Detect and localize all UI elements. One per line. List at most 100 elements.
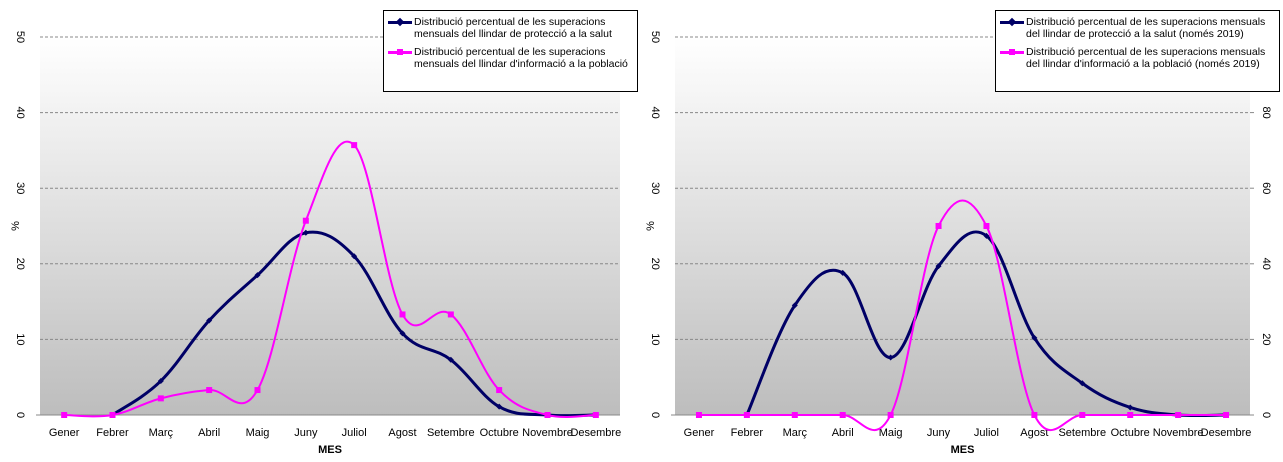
y-tick-label: 0 [649, 412, 661, 418]
marker [61, 412, 68, 418]
marker [983, 232, 990, 239]
marker [1031, 412, 1038, 418]
marker [887, 412, 894, 418]
legend-label: Distribució percentual de les superacion… [1026, 16, 1266, 40]
x-tick-label: Octubre [1111, 427, 1150, 439]
legend-swatch [388, 16, 414, 28]
x-tick-label: Abril [198, 427, 220, 439]
y2-tick-label: 60 [1260, 182, 1272, 194]
x-axis-label: MES [318, 444, 342, 456]
x-tick-label: Març [783, 427, 808, 439]
x-tick-label: Juliol [974, 427, 999, 439]
marker [302, 229, 309, 236]
marker [1127, 412, 1134, 418]
marker [592, 412, 599, 418]
x-tick-label: Novembre [1153, 427, 1204, 439]
marker [447, 311, 454, 318]
marker [157, 395, 164, 402]
marker [695, 412, 702, 418]
legend-item: Distribució percentual de les superacion… [388, 16, 633, 40]
x-tick-label: Juny [927, 427, 951, 439]
marker [935, 223, 942, 229]
y-tick-label: 50 [14, 31, 26, 43]
legend-item: Distribució percentual de les superacion… [1000, 16, 1275, 40]
legend-item: Distribució percentual de les superacion… [388, 46, 633, 70]
x-tick-label: Agost [388, 427, 416, 439]
legend-label: Distribució percentual de les superacion… [414, 16, 612, 40]
x-tick-label: Febrer [731, 427, 764, 439]
y-tick-label: 10 [649, 333, 661, 345]
marker [206, 317, 213, 324]
legend-swatch [388, 46, 414, 58]
x-tick-label: Gener [49, 427, 80, 439]
x-tick-label: Març [149, 427, 174, 439]
y-tick-label: 10 [14, 333, 26, 345]
legend-swatch [1000, 16, 1026, 28]
y-axis-label: % [645, 221, 657, 231]
marker [839, 269, 846, 276]
marker [1079, 412, 1086, 418]
marker [1079, 380, 1086, 387]
series-line [64, 140, 596, 418]
marker [887, 354, 894, 361]
marker [983, 223, 990, 229]
x-tick-label: Maig [879, 427, 903, 439]
x-tick-label: Agost [1020, 427, 1048, 439]
marker [1175, 412, 1182, 418]
y-tick-label: 20 [14, 258, 26, 270]
legend-marker [1009, 49, 1015, 55]
plot-area [40, 37, 620, 415]
y-tick-label: 0 [14, 412, 26, 418]
marker [791, 302, 798, 309]
x-tick-label: Abril [832, 427, 854, 439]
legend-marker [1007, 17, 1017, 27]
legend-marker [395, 17, 405, 27]
x-tick-label: Novembre [522, 427, 573, 439]
legend-marker [397, 49, 403, 55]
y-tick-label: 50 [649, 31, 661, 43]
marker [399, 330, 406, 337]
y-tick-label: 40 [649, 106, 661, 118]
x-tick-label: Maig [246, 427, 270, 439]
legend: Distribució percentual de les superacion… [995, 10, 1280, 92]
x-tick-label: Octubre [480, 427, 519, 439]
y2-tick-label: 20 [1260, 333, 1272, 345]
x-tick-label: Setembre [1058, 427, 1106, 439]
marker [496, 387, 503, 394]
x-tick-label: Juny [294, 427, 318, 439]
x-tick-label: Gener [684, 427, 715, 439]
marker [351, 253, 358, 260]
series-line [698, 199, 1227, 432]
marker [496, 403, 503, 410]
y2-tick-label: 0 [1260, 412, 1272, 418]
legend: Distribució percentual de les superacion… [383, 10, 638, 92]
marker [1127, 404, 1134, 411]
y2-tick-label: 40 [1260, 258, 1272, 270]
marker [839, 412, 846, 418]
legend-label: Distribució percentual de les superacion… [414, 46, 628, 70]
y-tick-label: 40 [14, 106, 26, 118]
marker [1031, 334, 1038, 341]
y-tick-label: 30 [649, 182, 661, 194]
marker [254, 272, 261, 279]
marker [544, 412, 551, 418]
y-tick-label: 30 [14, 182, 26, 194]
marker [791, 412, 798, 418]
y-axis-label: % [10, 221, 22, 231]
x-tick-label: Setembre [427, 427, 475, 439]
marker [935, 263, 942, 270]
plot-area [675, 37, 1250, 415]
marker [399, 311, 406, 318]
marker [447, 356, 454, 363]
marker [302, 217, 309, 224]
x-axis-label: MES [951, 444, 975, 456]
x-tick-label: Desembre [570, 427, 621, 439]
x-tick-label: Desembre [1201, 427, 1252, 439]
legend-item: Distribució percentual de les superacion… [1000, 46, 1275, 70]
x-tick-label: Juliol [342, 427, 367, 439]
marker [351, 142, 358, 149]
marker [1223, 412, 1230, 418]
marker [743, 412, 750, 418]
